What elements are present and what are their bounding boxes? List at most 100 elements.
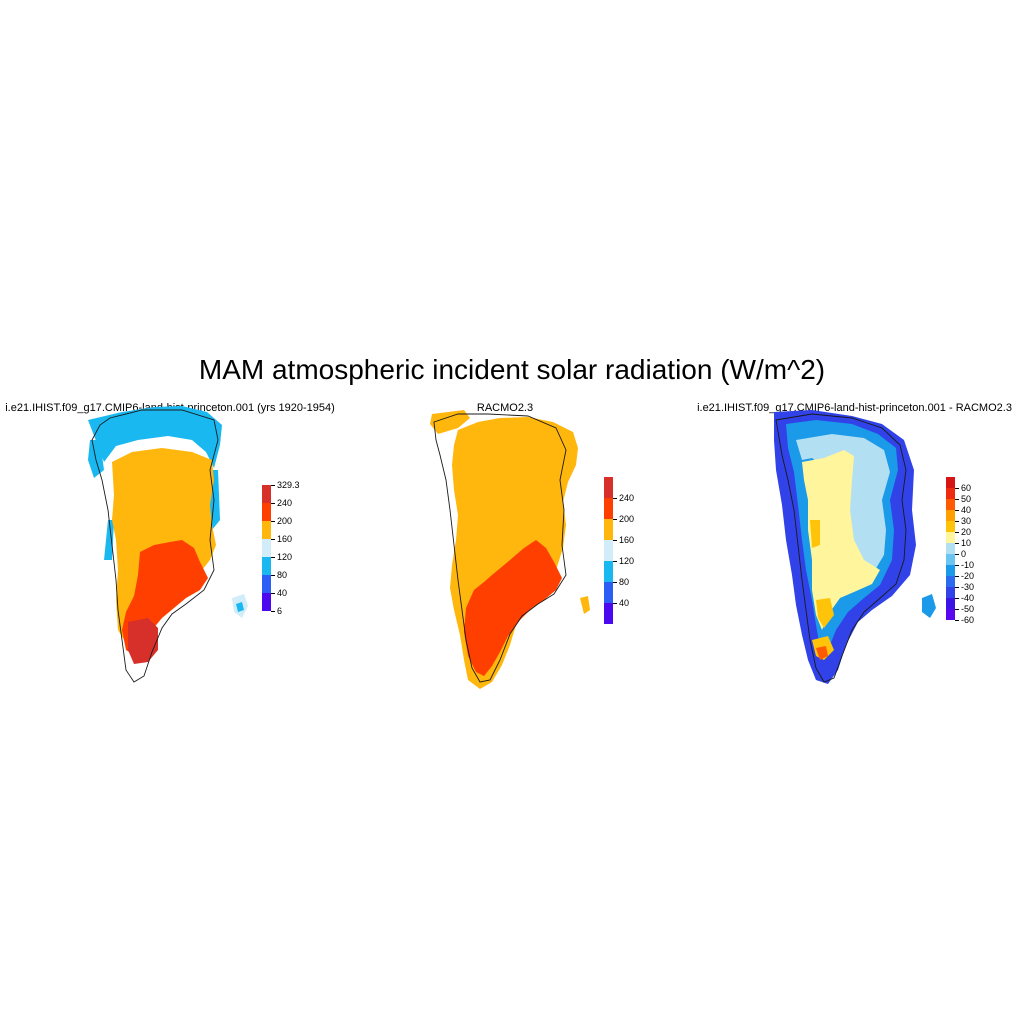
- colorbar-swatch: [262, 557, 271, 575]
- panel-2-coastline: [433, 413, 567, 683]
- colorbar-swatch: [604, 582, 613, 603]
- colorbar-label: 50: [961, 494, 972, 504]
- colorbar-swatch: [946, 609, 955, 620]
- colorbar-tick: [271, 575, 275, 576]
- colorbar-tick: [955, 565, 959, 566]
- panel-1-darkred-region: [128, 618, 158, 664]
- colorbar-label: 10: [961, 538, 972, 548]
- panel-3-orange-spots: [810, 520, 834, 660]
- colorbar-tick: [955, 510, 959, 511]
- colorbar-swatch: [262, 593, 271, 611]
- panel-3-islands: [922, 594, 936, 618]
- colorbar-swatch: [946, 532, 955, 543]
- panel-1-edge-blue: [88, 406, 222, 560]
- colorbar-swatch: [262, 503, 271, 521]
- colorbar-tick: [271, 485, 275, 486]
- colorbar-swatch: [604, 477, 613, 498]
- colorbar-tick: [955, 488, 959, 489]
- colorbar-swatch: [262, 521, 271, 539]
- colorbar-tick: [271, 611, 275, 612]
- panel-3-coastline: [775, 413, 907, 683]
- colorbar-tick: [271, 557, 275, 558]
- colorbar-swatch: [946, 543, 955, 554]
- colorbar-swatch: [946, 554, 955, 565]
- colorbar-swatch: [604, 561, 613, 582]
- panel-2-title: RACMO2.3: [476, 402, 534, 414]
- colorbar-label: 30: [961, 516, 972, 526]
- colorbar-swatch: [946, 565, 955, 576]
- panel-3-yellow-region: [802, 450, 880, 630]
- colorbar-tick: [271, 503, 275, 504]
- colorbar-label: 40: [277, 588, 288, 598]
- figure-title: MAM atmospheric incident solar radiation…: [198, 354, 826, 385]
- colorbar-label: 329.3: [277, 480, 300, 490]
- colorbar-label: 120: [277, 552, 293, 562]
- colorbar-swatch: [262, 485, 271, 503]
- colorbar-tick: [271, 539, 275, 540]
- panel-3-title: i.e21.IHIST.f09_g17.CMIP6-land-hist-prin…: [697, 402, 1012, 414]
- panel-2-north-patch: [430, 410, 470, 434]
- colorbar-label: 80: [277, 570, 288, 580]
- colorbar-tick: [613, 561, 617, 562]
- colorbar-tick: [955, 609, 959, 610]
- colorbar-tick: [955, 598, 959, 599]
- colorbar-tick: [613, 519, 617, 520]
- colorbar-tick: [271, 593, 275, 594]
- panel-2-islands: [580, 596, 590, 614]
- colorbar-tick: [271, 521, 275, 522]
- colorbar-swatch: [946, 488, 955, 499]
- colorbar-label: 200: [619, 514, 635, 524]
- colorbar-label: -20: [961, 571, 975, 581]
- colorbar-swatch: [946, 576, 955, 587]
- map-panels: [88, 406, 936, 689]
- colorbar-tick: [955, 543, 959, 544]
- colorbar-label: 200: [277, 516, 293, 526]
- colorbar-label: -40: [961, 593, 975, 603]
- panel-3-map: [774, 410, 936, 684]
- colorbar-swatch: [946, 499, 955, 510]
- colorbar-tick: [955, 499, 959, 500]
- colorbar-label: 120: [619, 556, 635, 566]
- colorbar-label: -10: [961, 560, 975, 570]
- colorbar-tick: [955, 521, 959, 522]
- colorbar-label: 240: [619, 493, 635, 503]
- colorbar-swatch: [262, 575, 271, 593]
- colorbar-label: 80: [619, 577, 630, 587]
- colorbar-tick: [613, 498, 617, 499]
- colorbar-swatch: [946, 598, 955, 609]
- colorbar-label: 40: [619, 598, 630, 608]
- panel-1-coastline: [91, 409, 219, 683]
- colorbar-label: 20: [961, 527, 972, 537]
- colorbar-label: 0: [961, 549, 967, 559]
- colorbar-tick: [955, 620, 959, 621]
- colorbar-swatch: [946, 510, 955, 521]
- panel-1-map: [88, 406, 248, 683]
- colorbar-label: 240: [277, 498, 293, 508]
- colorbar-label: -60: [961, 615, 975, 625]
- colorbar-swatch: [946, 521, 955, 532]
- colorbar-swatch: [604, 603, 613, 624]
- colorbar-tick: [955, 532, 959, 533]
- colorbar-label: 40: [961, 505, 972, 515]
- colorbar-swatch: [604, 498, 613, 519]
- colorbar-label: -50: [961, 604, 975, 614]
- colorbar-label: -30: [961, 582, 975, 592]
- panel-2-map: [430, 410, 590, 689]
- colorbar-tick: [613, 603, 617, 604]
- colorbar-label: 60: [961, 483, 972, 493]
- colorbar-swatch: [946, 587, 955, 598]
- colorbar-tick: [955, 587, 959, 588]
- colorbar-tick: [955, 576, 959, 577]
- colorbar-label: 6: [277, 606, 283, 616]
- colorbar-label: 160: [619, 535, 635, 545]
- panel-2-red-region: [464, 540, 562, 676]
- colorbar-swatch: [604, 540, 613, 561]
- colorbar-label: 160: [277, 534, 293, 544]
- colorbar-swatch: [262, 539, 271, 557]
- panel-3-red-spot: [816, 646, 828, 660]
- colorbar-swatch: [604, 519, 613, 540]
- colorbar-tick: [613, 582, 617, 583]
- colorbar-tick: [613, 540, 617, 541]
- colorbar-tick: [955, 554, 959, 555]
- colorbar-swatch: [946, 477, 955, 488]
